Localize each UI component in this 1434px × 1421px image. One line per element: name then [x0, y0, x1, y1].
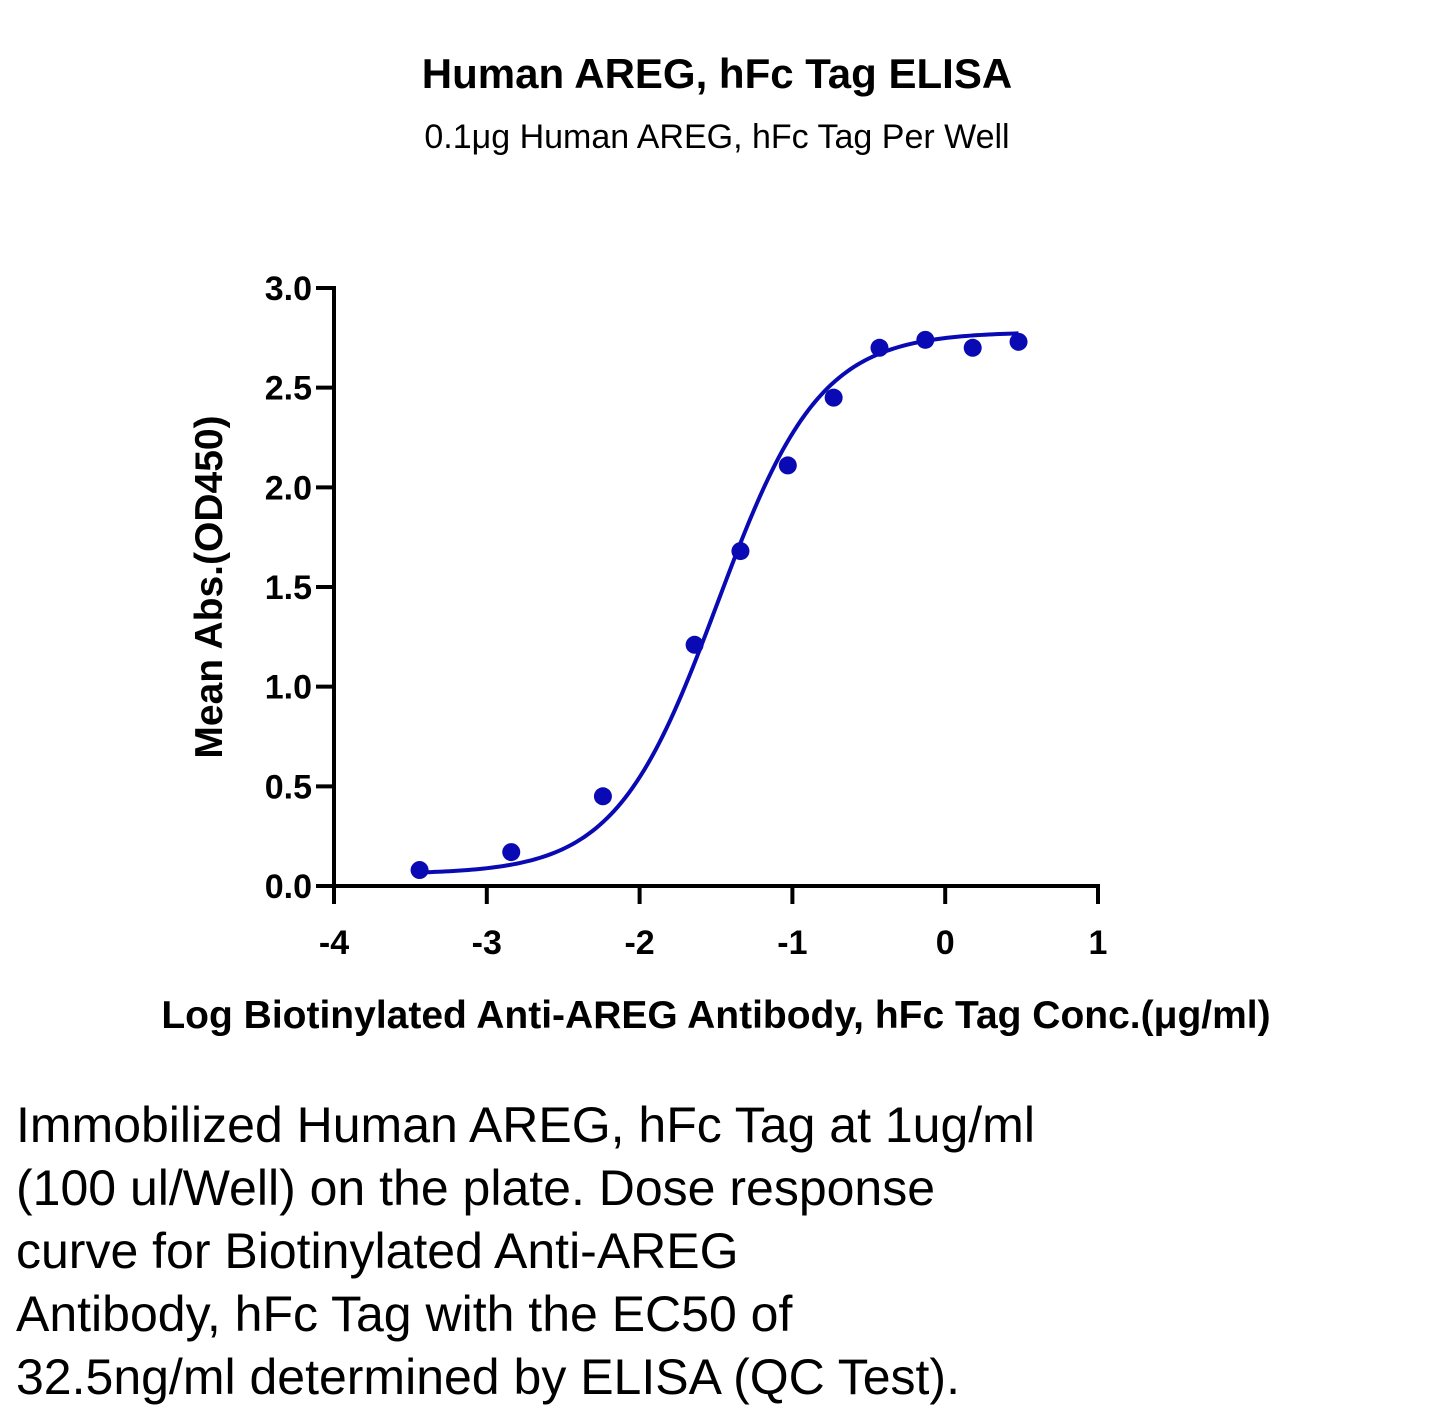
data-point	[685, 635, 704, 654]
caption-line: Antibody, hFc Tag with the EC50 of	[16, 1286, 793, 1342]
data-point	[916, 330, 935, 349]
x-tick-label: -2	[624, 924, 654, 962]
data-point	[1009, 332, 1028, 351]
caption-line: (100 ul/Well) on the plate. Dose respons…	[16, 1160, 936, 1216]
points-layer	[410, 330, 1028, 880]
y-tick-label: 2.0	[265, 469, 312, 507]
x-tick-label: 0	[936, 924, 955, 962]
x-tick-label: -1	[777, 924, 807, 962]
y-axis-title: Mean Abs.(OD450)	[188, 415, 231, 758]
fit-layer	[419, 331, 1019, 875]
axes: 0.0 0.5 1.0 1.5 2.0 2.5 3.0 -4 -3 -2 -1 0 1	[265, 270, 1108, 962]
data-point	[731, 542, 750, 561]
y-tick-label: 1.0	[265, 669, 312, 707]
x-tick-label: -3	[472, 924, 502, 962]
x-tick-label: -4	[319, 924, 349, 962]
x-axis-title: Log Biotinylated Anti-AREG Antibody, hFc…	[161, 994, 1270, 1037]
caption: Immobilized Human AREG, hFc Tag at 1ug/m…	[16, 1094, 1196, 1409]
data-point	[410, 861, 429, 880]
y-tick-label: 0.5	[265, 768, 312, 806]
y-tick-label: 2.5	[265, 370, 312, 408]
data-point	[870, 338, 889, 357]
data-point	[502, 843, 521, 862]
x-tick-label: 1	[1089, 924, 1108, 962]
caption-line: curve for Biotinylated Anti-AREG	[16, 1223, 739, 1279]
data-point	[593, 787, 612, 806]
chart-title: Human AREG, hFc Tag ELISA	[421, 50, 1013, 97]
y-tick-label: 1.5	[265, 569, 312, 607]
chart-subtitle: 0.1μg Human AREG, hFc Tag Per Well	[424, 118, 1010, 156]
caption-line: Immobilized Human AREG, hFc Tag at 1ug/m…	[16, 1097, 1035, 1153]
fit-curve	[419, 331, 1019, 875]
data-point	[824, 388, 843, 407]
data-point	[778, 456, 797, 475]
data-point	[963, 338, 982, 357]
caption-line: 32.5ng/ml determined by ELISA (QC Test).	[16, 1349, 960, 1405]
y-tick-label: 0.0	[265, 868, 312, 906]
chart-svg: 0.0 0.5 1.0 1.5 2.0 2.5 3.0 -4 -3 -2 -1 0 1 Log Biot…	[161, 270, 1270, 1037]
y-tick-label: 3.0	[265, 270, 312, 308]
